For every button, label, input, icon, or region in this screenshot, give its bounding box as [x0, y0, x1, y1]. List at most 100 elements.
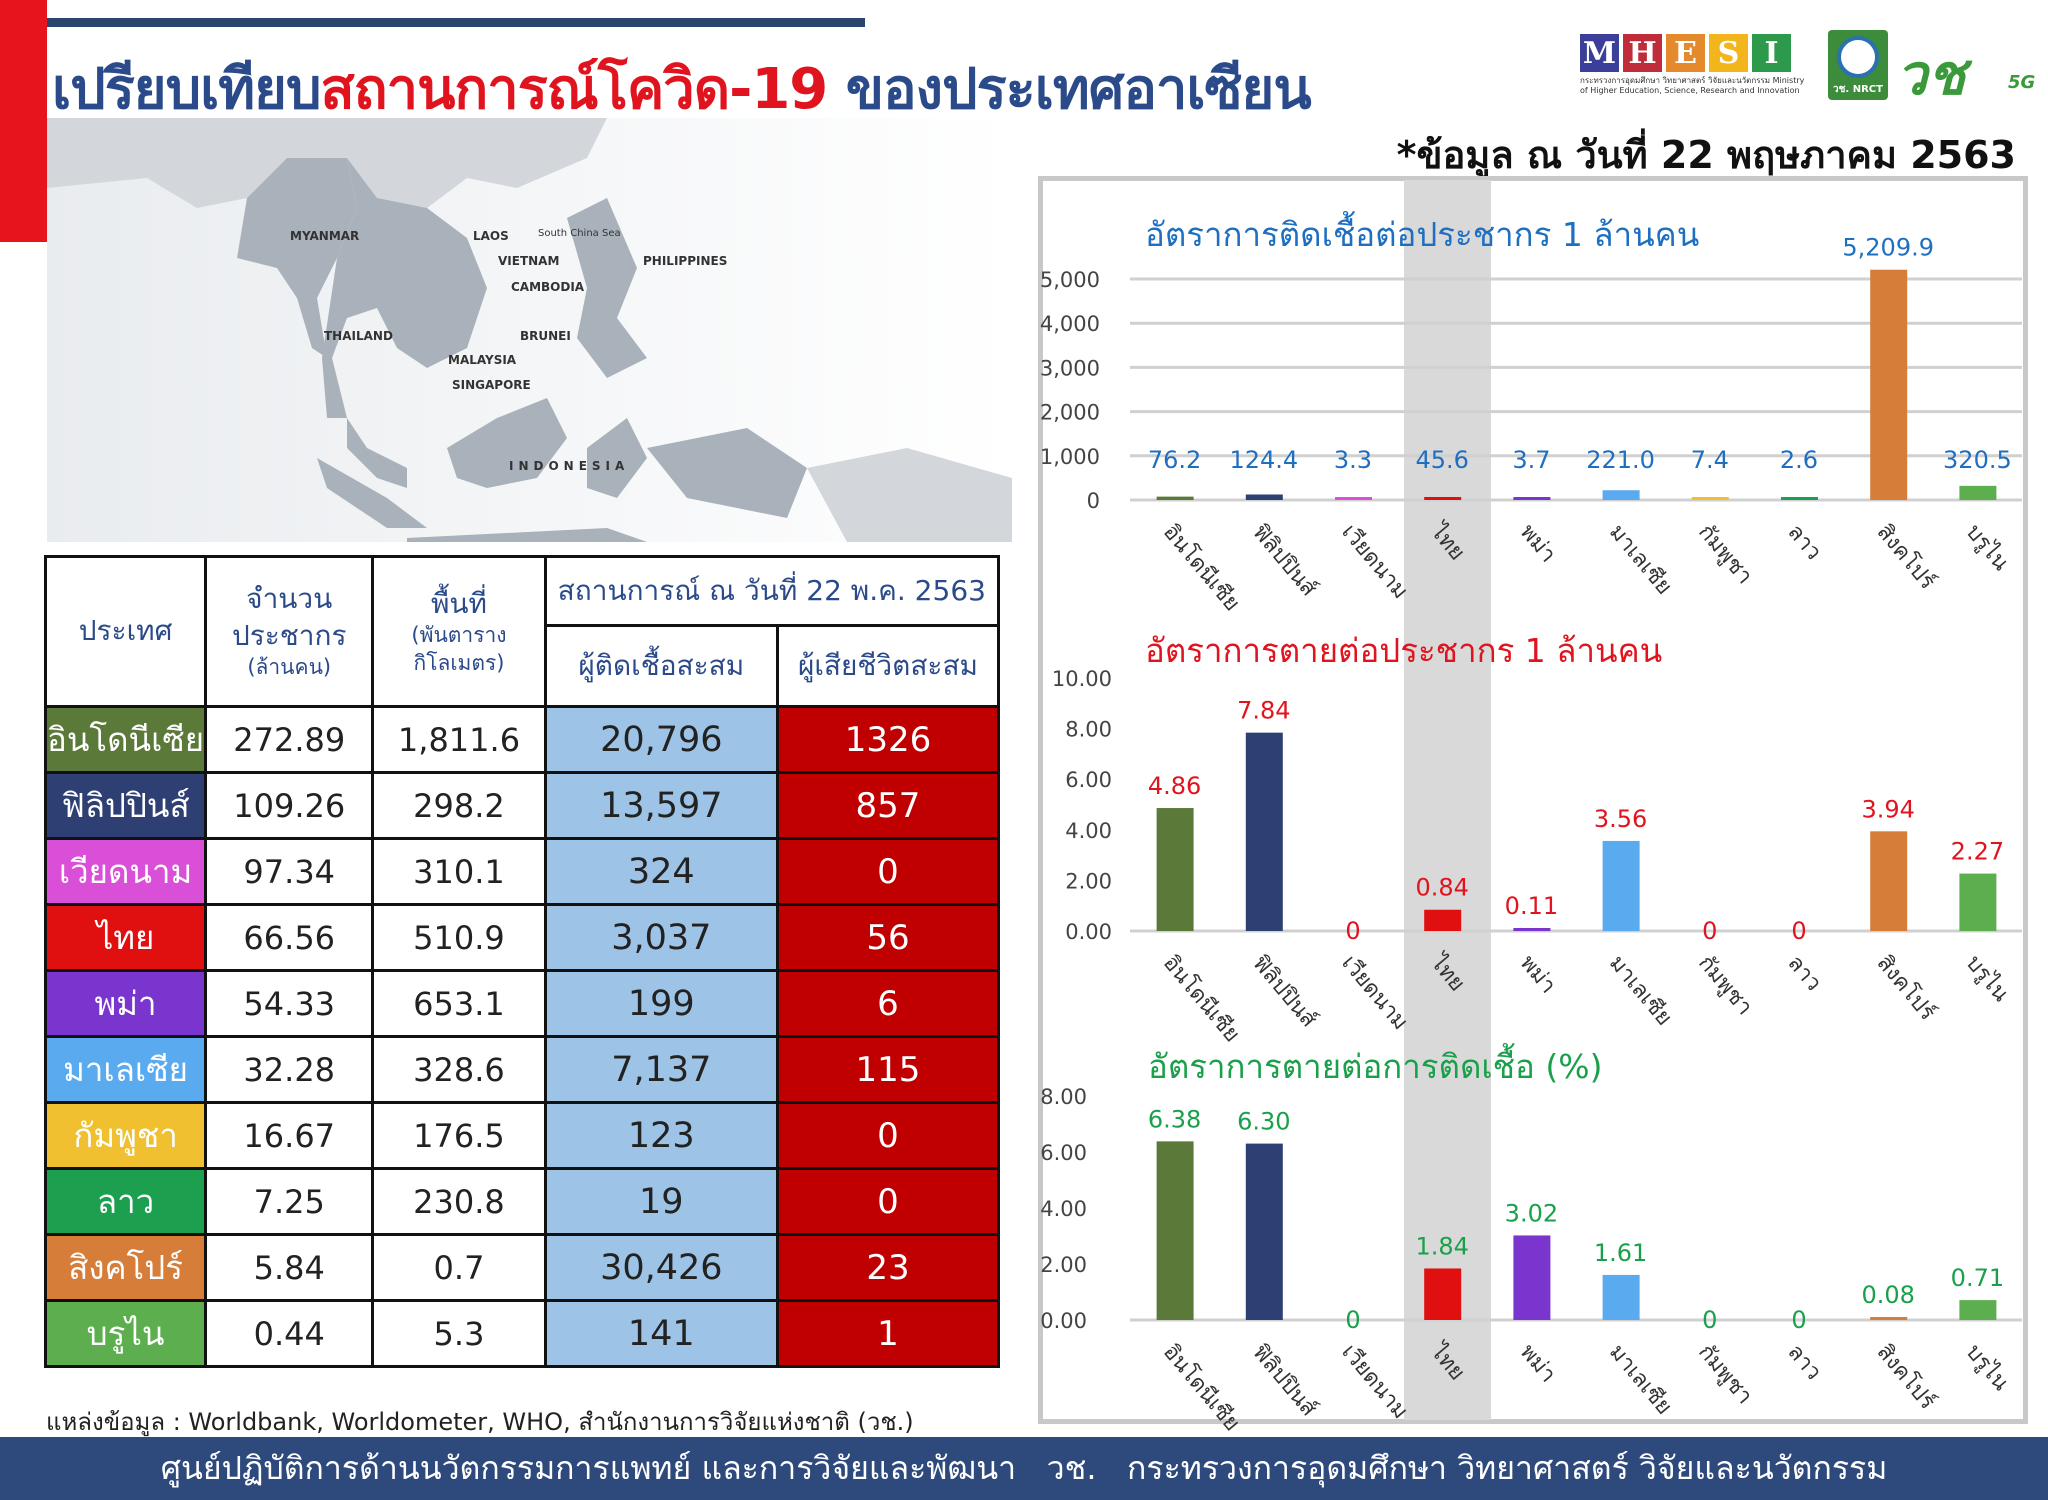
data-label: 0.84: [1415, 874, 1468, 902]
y-tick-label: 4.00: [1040, 1197, 1087, 1221]
bar-8: [1870, 269, 1908, 500]
cell-pop: 272.89: [204, 705, 375, 774]
category-label: สิงคโปร์: [1872, 950, 1941, 1025]
data-label: 0: [1702, 1306, 1717, 1334]
charts-panel: [1038, 176, 2028, 1424]
table-row: ไทย 66.56 510.9 3,037 56: [43, 903, 1001, 972]
cell-deaths: 56: [775, 903, 1001, 972]
category-label: ลาว: [1782, 951, 1826, 996]
bar-8: [1870, 1317, 1908, 1320]
cell-deaths: 0: [775, 1101, 1001, 1170]
cell-pop: 5.84: [204, 1233, 375, 1302]
map-label: MYANMAR: [290, 229, 359, 243]
nrct-logo: วช. NRCT: [1828, 30, 1888, 100]
col-header-population: จำนวน ประชากร (ล้านคน): [204, 555, 375, 708]
map-label: LAOS: [473, 229, 509, 243]
bar-4: [1513, 928, 1551, 931]
data-label: 0: [1791, 917, 1806, 945]
table-row: อินโดนีเซีย 272.89 1,811.6 20,796 1326: [43, 705, 1001, 774]
category-label: เวียดนาม: [1336, 951, 1412, 1035]
map-philippines: [567, 198, 647, 378]
data-label: 3.02: [1505, 1199, 1558, 1227]
y-tick-label: 4,000: [1040, 312, 1100, 336]
y-tick-label: 4.00: [1065, 819, 1112, 843]
data-label: 2.27: [1951, 838, 2004, 866]
y-tick-label: 6.00: [1065, 768, 1112, 792]
category-label: บรูไน: [1961, 1339, 2014, 1395]
category-label: กัมพูชา: [1693, 951, 1757, 1020]
bar-1: [1245, 1143, 1283, 1320]
cell-area: 653.1: [371, 969, 547, 1038]
category-label: กัมพูชา: [1693, 520, 1757, 589]
map-label: South China Sea: [538, 228, 621, 239]
cell-cases: 199: [543, 969, 779, 1038]
vc-text: วช: [1896, 43, 1966, 108]
cell-area: 328.6: [371, 1035, 547, 1104]
category-label: พม่า: [1515, 520, 1561, 568]
bar-7: [1781, 497, 1818, 500]
category-label: อินโดนีเซีย: [1158, 1339, 1245, 1436]
bar-3: [1424, 909, 1462, 931]
map-label: CAMBODIA: [511, 280, 585, 294]
cell-cases: 30,426: [543, 1233, 779, 1302]
thailand-highlight-column: [1404, 180, 1491, 1420]
mhesi-letter: H: [1623, 34, 1662, 72]
bar-0: [1156, 1141, 1194, 1320]
nrct-text: วช. NRCT: [1833, 84, 1883, 95]
category-label: พม่า: [1515, 951, 1561, 999]
mhesi-letter: E: [1666, 34, 1705, 72]
category-label: บรูไน: [1961, 950, 2014, 1006]
bar-6: [1691, 497, 1729, 500]
map-land-png: [807, 448, 1012, 542]
vc-5g-logo: วช 5G: [1896, 30, 2035, 119]
map-label: THAILAND: [324, 329, 393, 343]
data-label: 4.86: [1148, 772, 1201, 800]
y-tick-label: 2.00: [1065, 869, 1112, 893]
bar-0: [1156, 496, 1194, 500]
cell-cases: 123: [543, 1101, 779, 1170]
category-label: กัมพูชา: [1693, 1340, 1757, 1409]
data-label: 221.0: [1586, 446, 1655, 474]
bar-1: [1245, 494, 1283, 500]
col-header-area: พื้นที่ (พันตาราง กิโลเมตร): [371, 555, 547, 708]
cell-country: อินโดนีเซีย: [43, 705, 208, 774]
col-header-deaths: ผู้เสียชีวิตสะสม: [775, 624, 1001, 708]
category-label: พม่า: [1515, 1340, 1561, 1388]
data-label: 3.94: [1861, 795, 1914, 823]
bar-9: [1959, 873, 1997, 931]
data-label: 0: [1791, 1306, 1806, 1334]
cell-pop: 54.33: [204, 969, 375, 1038]
cell-pop: 97.34: [204, 837, 375, 906]
data-label: 3.3: [1334, 446, 1372, 474]
table-row: สิงคโปร์ 5.84 0.7 30,426 23: [43, 1233, 1001, 1302]
chart1-title: อัตราการติดเชื้อต่อประชากร 1 ล้านคน: [1145, 215, 1700, 254]
table-row: เวียดนาม 97.34 310.1 324 0: [43, 837, 1001, 906]
category-label: ฟิลิปปินส์: [1247, 520, 1321, 602]
y-tick-label: 0: [1087, 489, 1100, 513]
bar-8: [1870, 831, 1908, 931]
table-row: ลาว 7.25 230.8 19 0: [43, 1167, 1001, 1236]
col-header-country: ประเทศ: [43, 555, 208, 708]
data-label: 0: [1702, 917, 1717, 945]
category-label: ลาว: [1782, 520, 1826, 565]
data-label: 0: [1345, 1306, 1360, 1334]
date-note: *ข้อมูล ณ วันที่ 22 พฤษภาคม 2563: [1396, 133, 2016, 177]
data-source: แหล่งข้อมูล : Worldbank, Worldometer, WH…: [46, 1408, 914, 1436]
category-label: มาเลเซีย: [1604, 1340, 1677, 1420]
map-label: BRUNEI: [520, 329, 571, 343]
cell-area: 176.5: [371, 1101, 547, 1170]
mhesi-letter: I: [1752, 34, 1791, 72]
cell-deaths: 1: [775, 1299, 1001, 1368]
category-label: ไทย: [1424, 949, 1470, 997]
bar-5: [1602, 1274, 1640, 1320]
title-part3: ของประเทศอาเซียน: [827, 57, 1312, 122]
category-label: ลาว: [1782, 1340, 1826, 1385]
mhesi-letter: S: [1709, 34, 1748, 72]
footer-bar: ศูนย์ปฏิบัติการด้านนวัตกรรมการแพทย์ และก…: [0, 1437, 2048, 1500]
category-label: เวียดนาม: [1336, 520, 1412, 604]
map-indonesia: [317, 418, 807, 542]
category-label: ฟิลิปปินส์: [1247, 951, 1321, 1033]
title-part2: สถานการณ์โควิด-19: [320, 57, 829, 122]
cell-area: 298.2: [371, 771, 547, 840]
